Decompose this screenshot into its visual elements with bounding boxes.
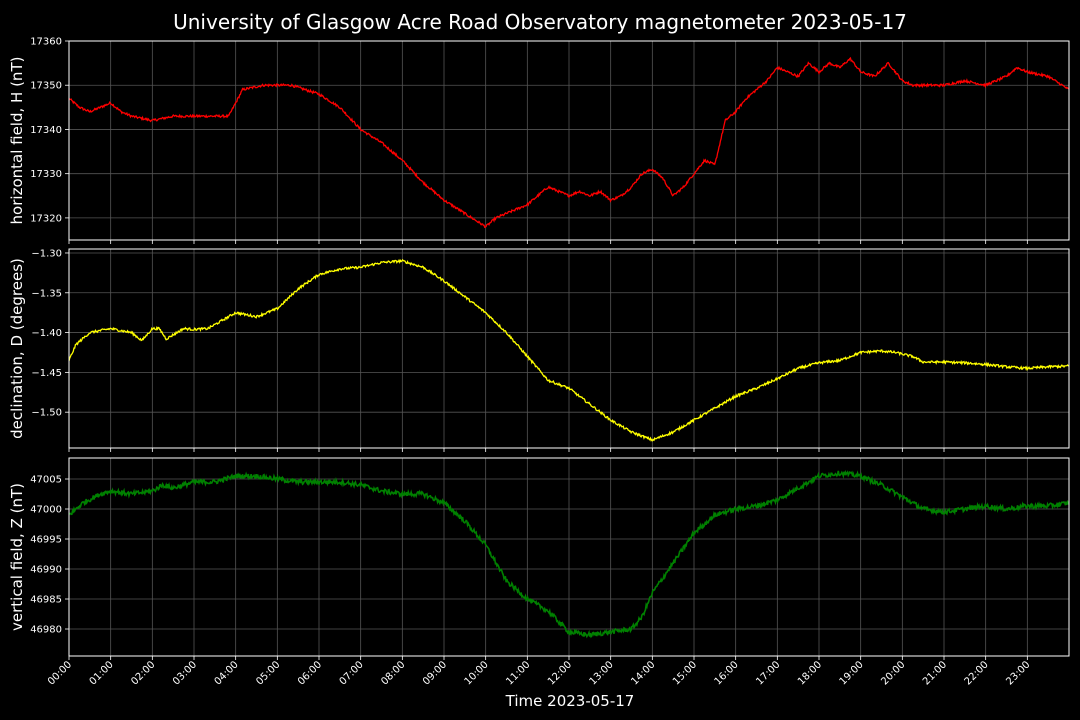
x-tick-label: 20:00 [879, 659, 907, 687]
y-tick-label: 17350 [30, 81, 62, 92]
y-tick-label: −1.35 [31, 288, 62, 299]
x-tick-label: 06:00 [296, 659, 324, 687]
x-tick-label: 03:00 [171, 659, 199, 687]
y-tick-label: 17340 [30, 125, 62, 136]
x-tick-label: 16:00 [713, 659, 741, 687]
x-tick-label: 21:00 [921, 659, 949, 687]
x-tick-label: 08:00 [379, 659, 407, 687]
x-tick-label: 05:00 [254, 659, 282, 687]
series-line-H [69, 56, 1069, 229]
y-tick-label: −1.50 [31, 408, 62, 419]
panel-H: 17320 17330 17340 17350 17360 horizontal fiel… [8, 37, 1070, 244]
panels: 17320 17330 17340 17350 17360 horizontal fiel… [8, 37, 1070, 660]
y-tick-label: −1.30 [31, 248, 62, 259]
x-tick-label: 15:00 [671, 659, 699, 687]
x-tick-labels: 00:00 01:00 02:00 03:00 04:00 05:00 06:00 07:00… [46, 659, 1032, 687]
y-tick-label: 46990 [30, 565, 62, 576]
y-tick-label: −1.40 [31, 328, 62, 339]
x-tick-label: 07:00 [338, 659, 366, 687]
y-tick-label: 46995 [30, 535, 62, 546]
panel-frame [68, 40, 1070, 241]
chart-title: University of Glasgow Acre Road Observat… [173, 10, 907, 34]
x-tick-label: 02:00 [129, 659, 157, 687]
y-tick-label: 17320 [30, 213, 62, 224]
y-tick-label: 47005 [30, 475, 62, 486]
x-tick-label: 17:00 [754, 659, 782, 687]
y-tick-label: −1.45 [31, 368, 62, 379]
series-line-Z [69, 469, 1069, 639]
x-tick-label: 12:00 [546, 659, 574, 687]
x-tick-label: 10:00 [463, 659, 491, 687]
x-axis-title: Time 2023-05-17 [505, 692, 635, 710]
y-tick-label: 47000 [30, 505, 62, 516]
panel-D: −1.30 −1.35 −1.40 −1.45 −1.50 declination, D … [8, 248, 1070, 452]
x-tick-label: 11:00 [504, 659, 532, 687]
x-tick-label: 22:00 [963, 659, 991, 687]
panel-frame [68, 248, 1070, 449]
x-tick-label: 14:00 [629, 659, 657, 687]
x-tick-label: 04:00 [213, 659, 241, 687]
x-tick-label: 01:00 [88, 659, 116, 687]
y-tick-label: 17330 [30, 169, 62, 180]
x-tick-label: 19:00 [838, 659, 866, 687]
x-tick-label: 18:00 [796, 659, 824, 687]
y-axis-title-H: horizontal field, H (nT) [8, 57, 26, 225]
series-line-D [69, 258, 1069, 442]
y-tick-label: 17360 [30, 37, 62, 48]
y-axis-title-Z: vertical field, Z (nT) [8, 483, 26, 631]
x-tick-label: 13:00 [588, 659, 616, 687]
panel-frame [68, 457, 1070, 657]
panel-Z: 46980 46985 46990 46995 47000 47005 vertical f… [8, 457, 1070, 660]
x-tick-label: 23:00 [1004, 659, 1032, 687]
y-axis-title-D: declination, D (degrees) [8, 258, 26, 439]
y-tick-label: 46985 [30, 595, 62, 606]
y-tick-label: 46980 [30, 625, 62, 636]
x-tick-label: 00:00 [46, 659, 74, 687]
x-tick-label: 09:00 [421, 659, 449, 687]
